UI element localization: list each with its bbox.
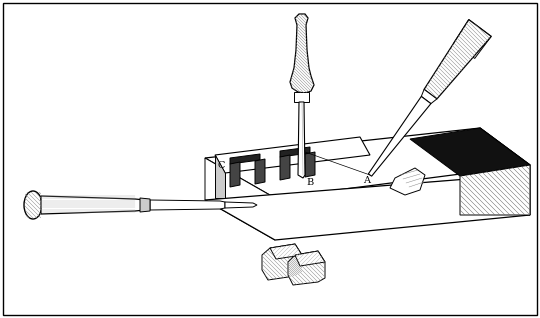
- Polygon shape: [150, 200, 225, 210]
- Polygon shape: [410, 128, 530, 176]
- Polygon shape: [305, 152, 315, 177]
- Text: A: A: [363, 176, 370, 185]
- Polygon shape: [270, 244, 302, 259]
- Polygon shape: [205, 158, 275, 240]
- Polygon shape: [295, 251, 325, 266]
- Polygon shape: [290, 14, 314, 93]
- Polygon shape: [288, 251, 325, 285]
- Polygon shape: [215, 137, 370, 173]
- Polygon shape: [205, 128, 530, 198]
- Polygon shape: [421, 89, 437, 104]
- Polygon shape: [390, 168, 425, 195]
- Polygon shape: [460, 165, 530, 215]
- Text: B: B: [306, 178, 313, 187]
- Polygon shape: [205, 178, 530, 240]
- Polygon shape: [215, 155, 225, 198]
- Polygon shape: [454, 20, 491, 59]
- Polygon shape: [480, 128, 530, 215]
- Polygon shape: [41, 196, 145, 214]
- Polygon shape: [294, 92, 309, 102]
- Ellipse shape: [24, 191, 42, 219]
- Polygon shape: [262, 244, 302, 280]
- Polygon shape: [140, 198, 150, 212]
- Polygon shape: [280, 147, 310, 157]
- Polygon shape: [368, 96, 431, 176]
- Polygon shape: [225, 202, 257, 208]
- Polygon shape: [298, 102, 305, 178]
- Polygon shape: [424, 20, 491, 99]
- Polygon shape: [230, 154, 260, 164]
- Polygon shape: [230, 162, 240, 187]
- Polygon shape: [280, 155, 290, 180]
- Text: C: C: [218, 161, 225, 170]
- Polygon shape: [255, 159, 265, 184]
- Polygon shape: [215, 173, 225, 198]
